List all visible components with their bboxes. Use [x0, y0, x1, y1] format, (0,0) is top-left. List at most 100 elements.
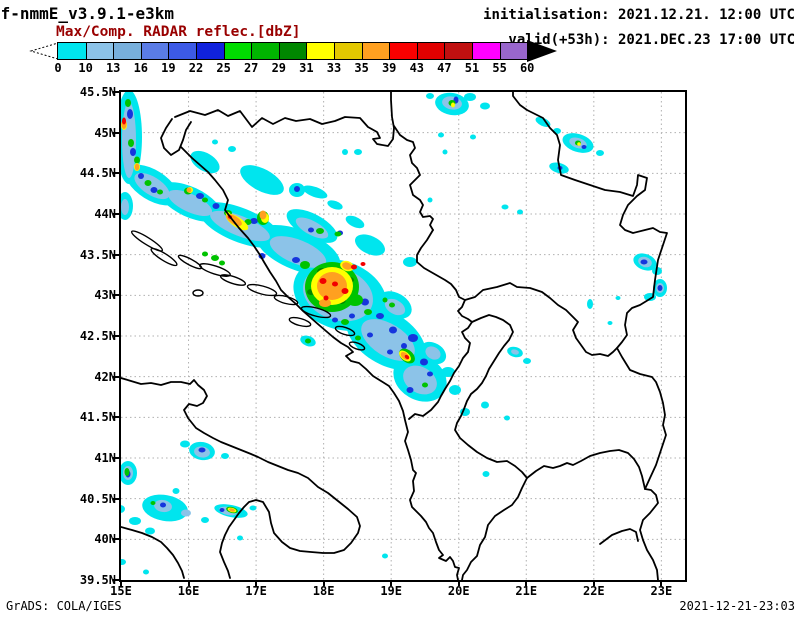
island-outline	[334, 325, 356, 337]
radar-cell-c	[480, 102, 490, 110]
radar-cell-c	[449, 385, 461, 395]
latitude-tick-label: 41.5N	[79, 410, 116, 425]
radar-cell-b	[427, 371, 433, 377]
radar-cell-c	[180, 440, 190, 448]
colorbar-segment	[333, 43, 362, 59]
longitude-tick	[525, 580, 528, 586]
longitude-tick-label: 16E	[177, 584, 200, 598]
colorbar-tick-label: 0	[54, 61, 62, 75]
radar-cell-c	[355, 234, 385, 256]
radar-cell-r	[323, 295, 329, 301]
island-outline	[150, 247, 178, 267]
coastline-border	[174, 92, 395, 147]
radar-cell-c	[517, 209, 523, 215]
radar-cell-lb	[511, 349, 519, 355]
radar-cell-g	[244, 219, 252, 225]
radar-cell-b	[367, 332, 373, 338]
radar-cell-c	[482, 471, 490, 477]
radar-cell-g	[134, 156, 140, 164]
radar-cell-c	[615, 296, 621, 300]
colorbar-tick-label: 13	[105, 61, 121, 75]
radar-cell-lb	[425, 346, 441, 360]
latitude-tick	[113, 172, 119, 175]
radar-cell-c	[481, 401, 489, 409]
radar-cell-b	[376, 313, 384, 319]
radar-cell-g	[355, 335, 361, 341]
radar-cell-g	[150, 501, 156, 505]
radar-cell-c	[327, 200, 343, 210]
longitude-tick	[592, 580, 595, 586]
radar-cell-c	[190, 150, 220, 174]
longitude-tick	[457, 580, 460, 586]
colorbar-segment	[389, 43, 417, 59]
coastline-border	[121, 377, 361, 579]
radar-cell-b	[150, 187, 158, 193]
radar-cell-b	[401, 343, 407, 349]
radar-cell-b	[361, 298, 369, 306]
radar-cell-c	[587, 299, 593, 309]
radar-cell-y	[577, 142, 581, 146]
radar-cell-r	[332, 281, 338, 287]
latitude-tick-label: 39.5N	[79, 573, 116, 587]
latitude-tick-label: 44.5N	[79, 166, 116, 181]
valid-time-label: valid(+53h): 2021.DEC.23 17:00 UTC	[508, 32, 795, 48]
radar-cell-g	[305, 338, 311, 344]
radar-cell-c	[143, 569, 149, 575]
longitude-tick	[660, 580, 663, 586]
radar-cell-c	[427, 197, 433, 203]
colorbar-segment	[444, 43, 472, 59]
latitude-tick	[113, 213, 119, 215]
radar-cell-g	[219, 260, 225, 266]
radar-cell-g	[144, 180, 152, 186]
radar-cell-b	[406, 387, 414, 393]
radar-cell-c	[129, 517, 141, 525]
radar-field-svg	[121, 92, 685, 580]
radar-cell-c	[470, 134, 476, 140]
island-outline	[348, 341, 366, 351]
longitude-tick-label: 17E	[245, 584, 267, 598]
colorbar-below-min-arrow	[29, 42, 59, 60]
colorbar-segment	[58, 43, 86, 59]
latitude-tick	[113, 375, 119, 378]
radar-cell-b	[332, 317, 338, 323]
latitude-tick	[113, 294, 119, 297]
init-time-label: initialisation: 2021.12.21. 12:00 UTC	[483, 7, 795, 23]
radar-cell-c	[523, 358, 531, 364]
radar-cell-b	[308, 227, 314, 233]
radar-cell-b	[389, 326, 397, 334]
radar-cell-r	[351, 264, 357, 270]
radar-cell-r	[404, 354, 410, 360]
latitude-tick-label: 43N	[94, 288, 116, 303]
radar-cell-b	[292, 257, 300, 263]
radar-cell-g	[124, 468, 130, 476]
island-outline	[273, 294, 299, 306]
radar-cell-o	[342, 262, 352, 270]
latitude-tick	[113, 253, 119, 256]
latitude-tick	[113, 457, 119, 459]
radar-cell-c	[249, 505, 257, 511]
model-title: rf-nmmE_v3.9.1-e3km	[0, 4, 175, 23]
radar-cell-lb	[269, 236, 327, 268]
longitude-tick	[390, 580, 393, 586]
latitude-tick-label: 42.5N	[79, 329, 116, 343]
colorbar-above-max-arrow	[527, 40, 558, 62]
radar-cell-lb	[121, 199, 129, 215]
longitude-tick-label: 19E	[380, 584, 403, 598]
radar-cell-lb	[167, 189, 213, 217]
radar-cell-b	[657, 285, 663, 291]
longitude-tick	[187, 580, 190, 586]
radar-cell-b	[294, 186, 300, 192]
radar-cell-c	[145, 527, 155, 535]
radar-cell-b	[408, 334, 418, 342]
coastline-border	[393, 125, 434, 231]
island-outline	[300, 305, 332, 319]
colorbar-tick-label: 51	[464, 61, 480, 75]
latitude-tick-label: 44N	[94, 207, 116, 221]
map-frame	[119, 90, 687, 582]
radar-cell-b	[640, 259, 648, 265]
coastline-border	[526, 449, 646, 490]
radar-cell-g	[341, 319, 349, 325]
radar-cell-b	[138, 173, 144, 179]
latitude-tick	[113, 91, 119, 93]
